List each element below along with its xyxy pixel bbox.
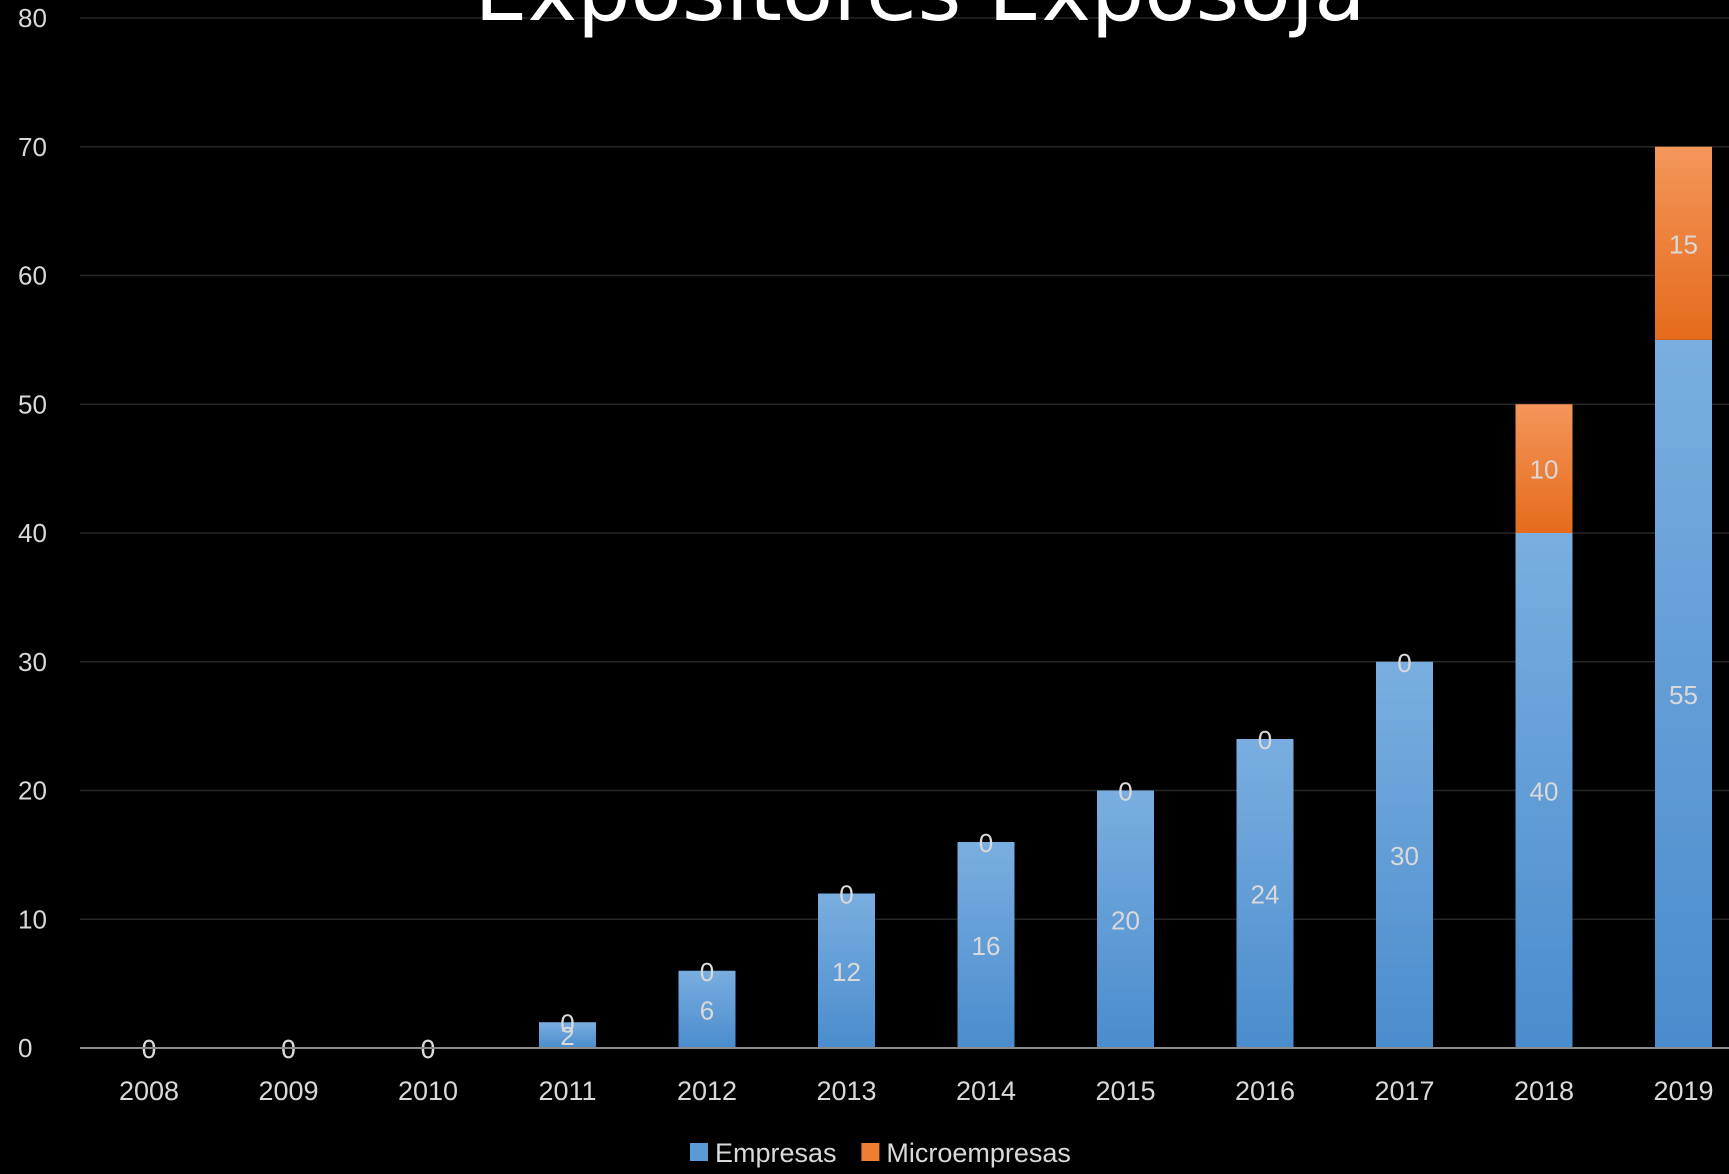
data-label-empresas-2014: 16 xyxy=(972,931,1001,961)
bar-empresas-2013 xyxy=(818,893,875,1048)
y-tick-label: 70 xyxy=(18,132,47,162)
y-tick-label: 80 xyxy=(18,3,47,33)
y-tick-label: 20 xyxy=(18,776,47,806)
x-tick-label: 2017 xyxy=(1374,1076,1434,1106)
bar-empresas-2016 xyxy=(1236,739,1294,1048)
y-tick-label: 0 xyxy=(18,1033,32,1063)
x-tick-label: 2015 xyxy=(1095,1076,1155,1106)
bar-microempresas-2018 xyxy=(1515,404,1573,533)
x-tick-label: 2016 xyxy=(1235,1076,1295,1106)
data-label-microempresas-2014: 0 xyxy=(979,828,993,858)
data-label-empresas-2018: 40 xyxy=(1530,777,1559,807)
legend-swatch-empresas xyxy=(690,1143,708,1161)
data-label-microempresas-2013: 0 xyxy=(839,880,853,910)
data-label-empresas-2013: 12 xyxy=(832,957,861,987)
data-label-microempresas-2019: 15 xyxy=(1669,229,1698,259)
chart-title: Expositores Exposoja xyxy=(474,0,1365,40)
y-tick-label: 50 xyxy=(18,389,47,419)
x-tick-label: 2012 xyxy=(677,1076,737,1106)
data-label-microempresas-2015: 0 xyxy=(1118,777,1132,807)
data-label-empresas-2011: 2 xyxy=(560,1021,574,1051)
bar-empresas-2012 xyxy=(678,970,736,1048)
x-tick-label: 2009 xyxy=(258,1076,318,1106)
legend-swatch-microempresas xyxy=(861,1143,880,1161)
data-label-empresas-2019: 55 xyxy=(1669,680,1698,710)
data-label-microempresas-2011: 0 xyxy=(560,1008,574,1038)
data-labels: 000000206012016020024030040105515 xyxy=(142,229,1698,1064)
bars xyxy=(539,146,1712,1048)
legend-label-microempresas: Microempresas xyxy=(886,1138,1071,1168)
legend-label-empresas: Empresas xyxy=(715,1138,837,1168)
data-label-empresas-2016: 24 xyxy=(1251,880,1280,910)
data-label-empresas-2017: 30 xyxy=(1390,841,1419,871)
legend: Empresas Microempresas xyxy=(690,1138,1071,1168)
x-tick-label: 2011 xyxy=(538,1076,596,1106)
bar-empresas-2017 xyxy=(1376,661,1433,1048)
y-tick-label: 10 xyxy=(18,904,47,934)
x-tick-label: 2019 xyxy=(1653,1076,1713,1106)
bar-empresas-2011 xyxy=(539,1022,596,1048)
bar-empresas-2018 xyxy=(1515,533,1573,1048)
data-label-empresas-2015: 20 xyxy=(1111,905,1140,935)
x-tick-label: 2018 xyxy=(1514,1076,1574,1106)
x-tick-label: 2014 xyxy=(956,1076,1016,1106)
bar-empresas-2014 xyxy=(957,842,1015,1048)
bar-empresas-2019 xyxy=(1655,339,1712,1048)
gridlines xyxy=(80,17,1729,920)
x-tick-label: 2008 xyxy=(119,1076,179,1106)
bar-microempresas-2019 xyxy=(1655,146,1712,340)
bar-empresas-2015 xyxy=(1097,790,1154,1048)
data-label-microempresas-2017: 0 xyxy=(1397,648,1411,678)
x-tick-label: 2010 xyxy=(398,1076,458,1106)
data-label-microempresas-2016: 0 xyxy=(1258,725,1272,755)
data-label-empresas-2012: 6 xyxy=(700,995,714,1025)
data-label-microempresas-2018: 10 xyxy=(1530,455,1559,485)
data-label-microempresas-2012: 0 xyxy=(700,957,714,987)
y-tick-label: 60 xyxy=(18,261,47,291)
y-tick-label: 40 xyxy=(18,518,47,548)
y-tick-label: 30 xyxy=(18,647,47,677)
x-tick-label: 2013 xyxy=(816,1076,876,1106)
